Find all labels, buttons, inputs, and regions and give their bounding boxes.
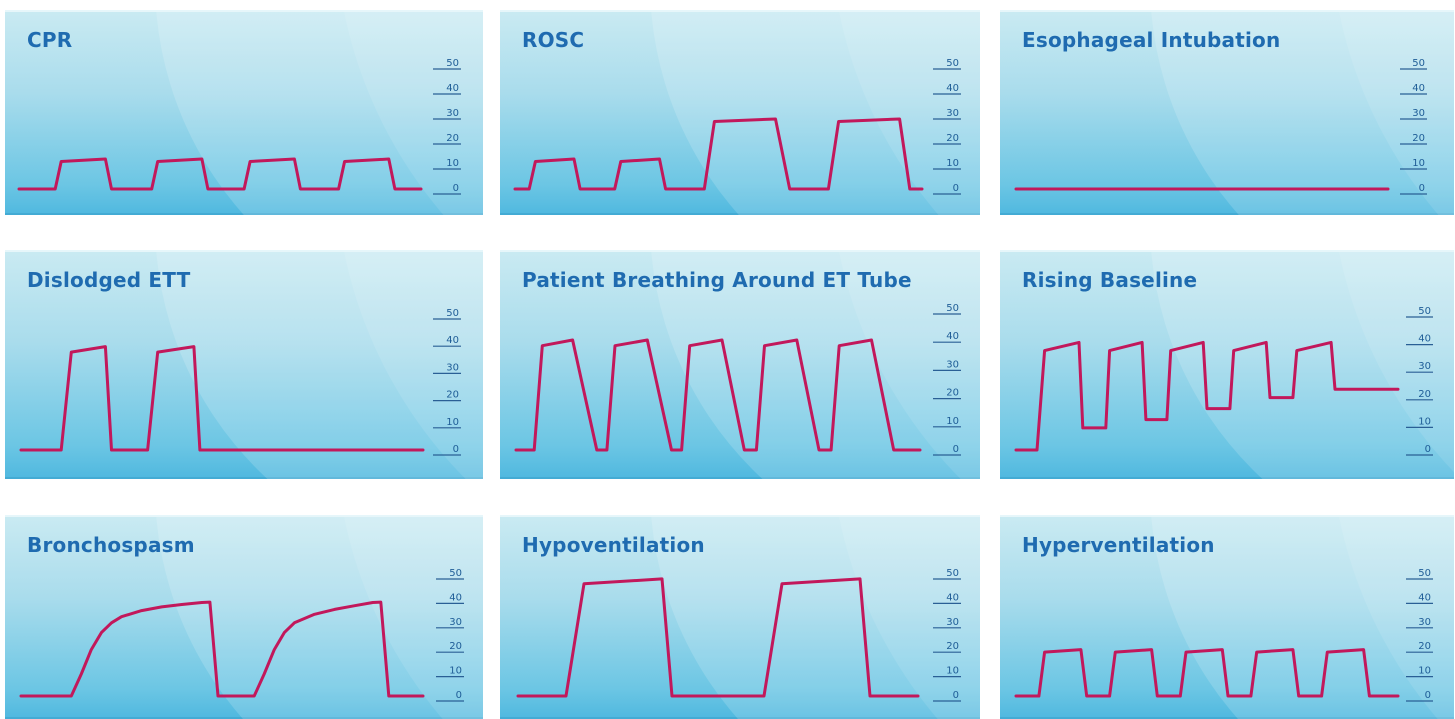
- y-tick-label: 40: [1412, 83, 1425, 94]
- y-tick-label: 30: [946, 359, 959, 370]
- waveform-chart: 50 40 30 20 10 0: [19, 568, 464, 702]
- capnography-trace: [516, 577, 920, 698]
- y-tick-label: 0: [453, 183, 459, 194]
- waveform-chart: 50 40 30 20 10 0: [17, 58, 461, 195]
- y-tick-label: 20: [446, 390, 459, 401]
- waveform-chart: 50 40 30 20 10 0: [19, 308, 461, 456]
- y-tick-label: 0: [953, 690, 959, 701]
- y-tick-label: 30: [1418, 617, 1431, 628]
- y-tick-label: 40: [946, 83, 959, 94]
- waveform-chart: 50 40 30 20 10 0: [1014, 58, 1427, 195]
- waveform-chart: 50 40 30 20 10 0: [513, 58, 961, 195]
- y-tick-label: 40: [449, 592, 462, 603]
- chart-panel-bronchospasm: Bronchospasm 50 40 30 20 10 0: [5, 515, 483, 719]
- y-tick-label: 10: [449, 666, 462, 677]
- y-tick-label: 40: [946, 331, 959, 342]
- chart-title: Rising Baseline: [1022, 268, 1198, 292]
- y-tick-label: 50: [1412, 58, 1425, 69]
- chart-panel-patient-breathing-around-et-tube: Patient Breathing Around ET Tube 50 40 30 2…: [500, 250, 980, 479]
- y-tick-label: 20: [946, 133, 959, 144]
- chart-panel-cpr: CPR 50 40 30 20 10 0: [5, 10, 483, 215]
- y-tick-label: 10: [1418, 416, 1431, 427]
- y-tick-label: 50: [446, 58, 459, 69]
- y-tick-label: 10: [1412, 158, 1425, 169]
- chart-panel-dislodged-ett: Dislodged ETT 50 40 30 20 10 0: [5, 250, 483, 479]
- capnography-trace: [1014, 648, 1400, 698]
- waveform-chart: 50 40 30 20 10 0: [1014, 568, 1433, 702]
- chart-title: Hypoventilation: [522, 533, 705, 557]
- y-tick-label: 20: [1412, 133, 1425, 144]
- chart-panel-hypoventilation: Hypoventilation 50 40 30 20 10 0: [500, 515, 980, 719]
- chart-panel-esophageal-intubation: Esophageal Intubation 50 40 30 20 10 0: [1000, 10, 1454, 215]
- waveform-chart: 50 40 30 20 10 0: [1014, 306, 1433, 456]
- y-tick-label: 0: [456, 690, 462, 701]
- chart-title: Bronchospasm: [27, 533, 195, 557]
- capnography-trace: [19, 345, 425, 452]
- y-tick-label: 20: [946, 388, 959, 399]
- y-tick-label: 0: [953, 183, 959, 194]
- y-tick-label: 0: [1425, 690, 1431, 701]
- y-tick-label: 10: [446, 158, 459, 169]
- y-tick-label: 10: [946, 158, 959, 169]
- capnography-trace: [513, 117, 924, 191]
- y-tick-label: 30: [1418, 361, 1431, 372]
- y-tick-label: 20: [446, 133, 459, 144]
- y-tick-label: 50: [446, 308, 459, 319]
- y-tick-label: 40: [946, 592, 959, 603]
- chart-title: Hyperventilation: [1022, 533, 1215, 557]
- y-tick-label: 0: [453, 444, 459, 455]
- y-tick-label: 40: [446, 83, 459, 94]
- y-tick-label: 30: [446, 108, 459, 119]
- y-tick-label: 10: [946, 666, 959, 677]
- capnography-trace: [514, 338, 922, 452]
- chart-title: Dislodged ETT: [27, 268, 191, 292]
- capnography-trace: [1014, 340, 1400, 452]
- y-tick-label: 50: [946, 303, 959, 314]
- y-tick-label: 20: [1418, 389, 1431, 400]
- chart-title: Patient Breathing Around ET Tube: [522, 268, 912, 292]
- y-tick-label: 40: [446, 335, 459, 346]
- waveform-chart: 50 40 30 20 10 0: [516, 568, 961, 702]
- waveform-chart: 50 40 30 20 10 0: [514, 303, 961, 456]
- capnography-trace: [17, 157, 423, 191]
- y-tick-label: 10: [446, 417, 459, 428]
- y-tick-label: 0: [953, 444, 959, 455]
- y-tick-label: 30: [449, 617, 462, 628]
- chart-panel-rosc: ROSC 50 40 30 20 10 0: [500, 10, 980, 215]
- chart-title: CPR: [27, 28, 73, 52]
- capnography-trace: [19, 600, 425, 698]
- y-tick-label: 30: [1412, 108, 1425, 119]
- y-tick-label: 50: [1418, 306, 1431, 317]
- y-tick-label: 50: [946, 58, 959, 69]
- y-tick-label: 20: [449, 641, 462, 652]
- y-tick-label: 30: [446, 362, 459, 373]
- chart-title: ROSC: [522, 28, 585, 52]
- y-tick-label: 10: [946, 416, 959, 427]
- chart-panel-rising-baseline: Rising Baseline 50 40 30 20 10 0: [1000, 250, 1454, 479]
- y-tick-label: 30: [946, 617, 959, 628]
- y-tick-label: 10: [1418, 666, 1431, 677]
- y-tick-label: 0: [1425, 444, 1431, 455]
- y-tick-label: 20: [946, 641, 959, 652]
- y-tick-label: 20: [1418, 641, 1431, 652]
- chart-title: Esophageal Intubation: [1022, 28, 1281, 52]
- y-tick-label: 40: [1418, 592, 1431, 603]
- y-tick-label: 30: [946, 108, 959, 119]
- y-tick-label: 50: [449, 568, 462, 579]
- y-tick-label: 50: [946, 568, 959, 579]
- y-tick-label: 0: [1419, 183, 1425, 194]
- chart-panel-hyperventilation: Hyperventilation 50 40 30 20 10 0: [1000, 515, 1454, 719]
- y-tick-label: 50: [1418, 568, 1431, 579]
- y-tick-label: 40: [1418, 334, 1431, 345]
